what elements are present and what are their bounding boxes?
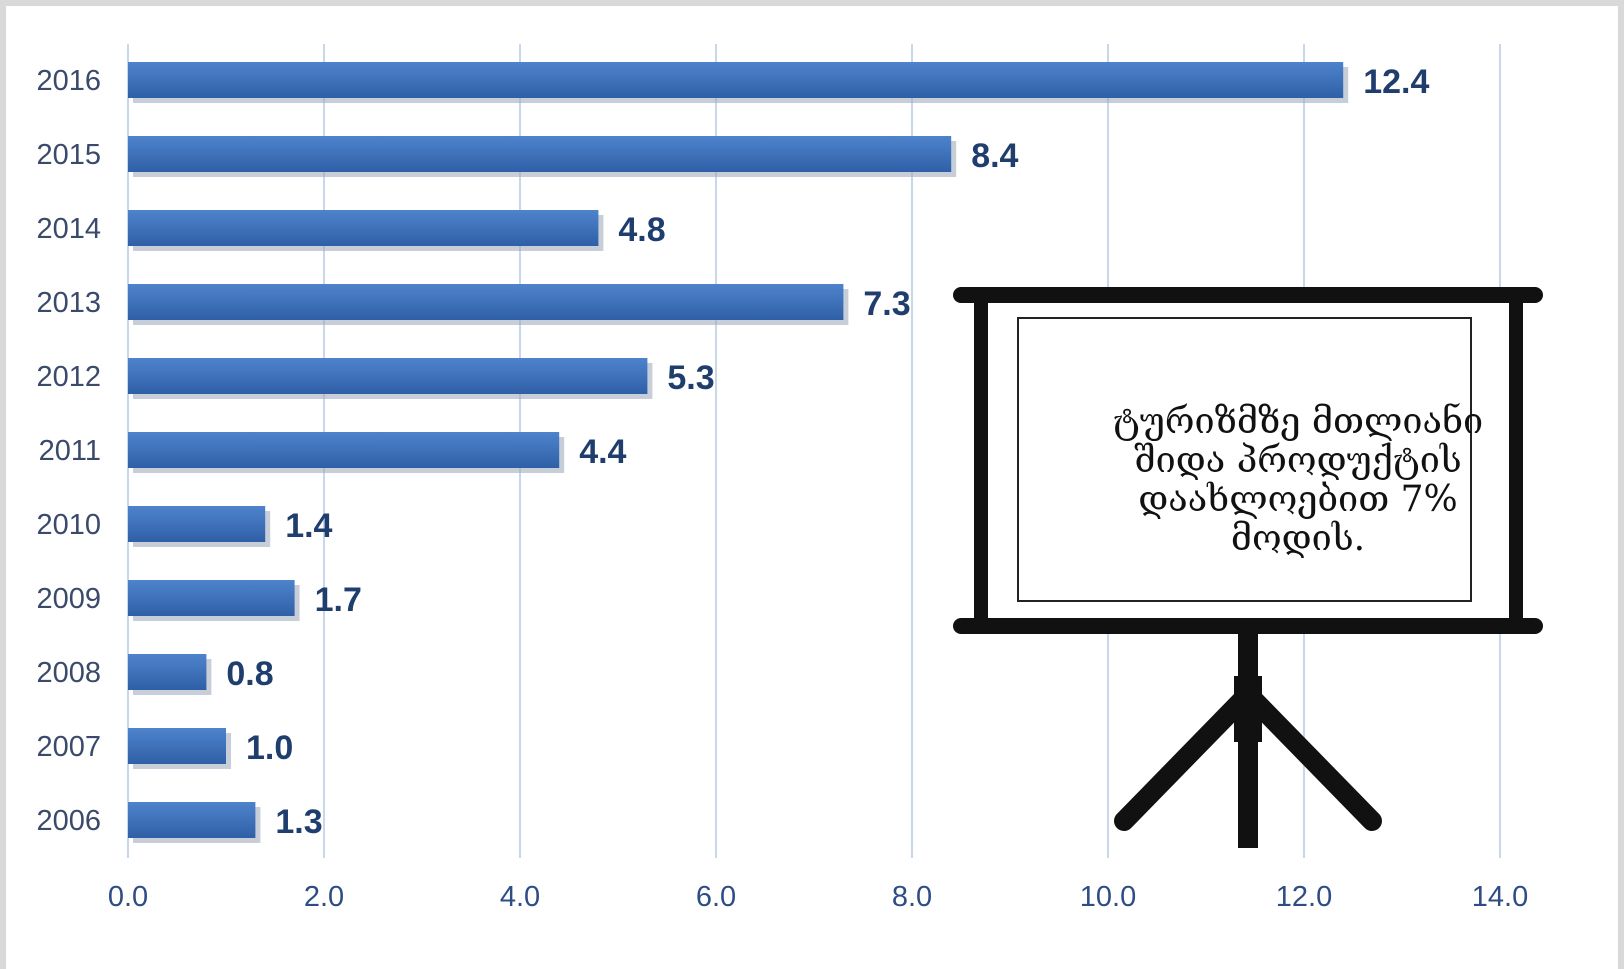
stand-leg-left [1114,684,1258,831]
y-axis-labels: 2016 2015 2014 2013 2012 2011 2010 2009 2008 2007… [36,65,101,837]
bar [128,432,560,468]
bar [128,654,207,690]
data-labels: 12.4 8.4 4.8 7.3 5.3 4.4 1.4 1.7 0.8 1.0 1.3 [226,63,1429,841]
stand-leg-right [1238,684,1382,831]
y-tick-label: 2014 [36,213,101,245]
y-tick-label: 2013 [36,287,101,319]
y-tick-label: 2008 [36,657,101,689]
x-tick-label: 6.0 [696,881,736,913]
bar-chart: 2016 2015 2014 2013 2012 2011 2010 2009 2008 2007… [36,44,1543,913]
data-label: 5.3 [667,359,714,397]
data-label: 4.8 [618,211,665,249]
bars [128,62,1349,843]
stand-clamp [1234,676,1262,742]
y-tick-label: 2012 [36,361,101,393]
bar [128,506,266,542]
y-tick-label: 2010 [36,509,101,541]
x-tick-label: 2.0 [304,881,344,913]
bar [128,728,226,764]
x-tick-label: 14.0 [1472,881,1528,913]
y-tick-label: 2011 [39,435,101,467]
board-inner-panel [1017,317,1472,602]
y-tick-label: 2009 [36,583,101,615]
x-tick-label: 12.0 [1276,881,1332,913]
bar [128,580,295,616]
x-tick-label: 10.0 [1080,881,1136,913]
bar [128,284,844,320]
y-tick-label: 2015 [36,139,101,171]
x-axis-labels: 0.0 2.0 4.0 6.0 8.0 10.0 12.0 14.0 [108,881,1528,913]
x-tick-label: 4.0 [500,881,540,913]
chart-frame: 2016 2015 2014 2013 2012 2011 2010 2009 2008 2007… [6,6,1618,969]
x-tick-label: 8.0 [892,881,932,913]
data-label: 1.0 [246,729,293,767]
data-label: 7.3 [863,285,910,323]
y-tick-label: 2016 [36,65,101,97]
bar [128,210,599,246]
data-label: 8.4 [971,137,1018,175]
callout-text: ტურიზმზე მთლიანი შიდა პროდუქტის დაახლოებ… [1112,401,1484,559]
data-label: 1.7 [315,581,362,619]
y-tick-label: 2007 [36,731,101,763]
bar [128,802,256,838]
data-label: 1.3 [275,803,322,841]
presentation-board-icon [953,287,1543,848]
data-label: 12.4 [1363,63,1429,101]
data-label: 0.8 [226,655,273,693]
bar [128,358,648,394]
data-label: 1.4 [285,507,332,545]
bar [128,136,952,172]
x-tick-label: 0.0 [108,881,148,913]
data-label: 4.4 [579,433,626,471]
y-tick-label: 2006 [36,805,101,837]
bar [128,62,1344,98]
